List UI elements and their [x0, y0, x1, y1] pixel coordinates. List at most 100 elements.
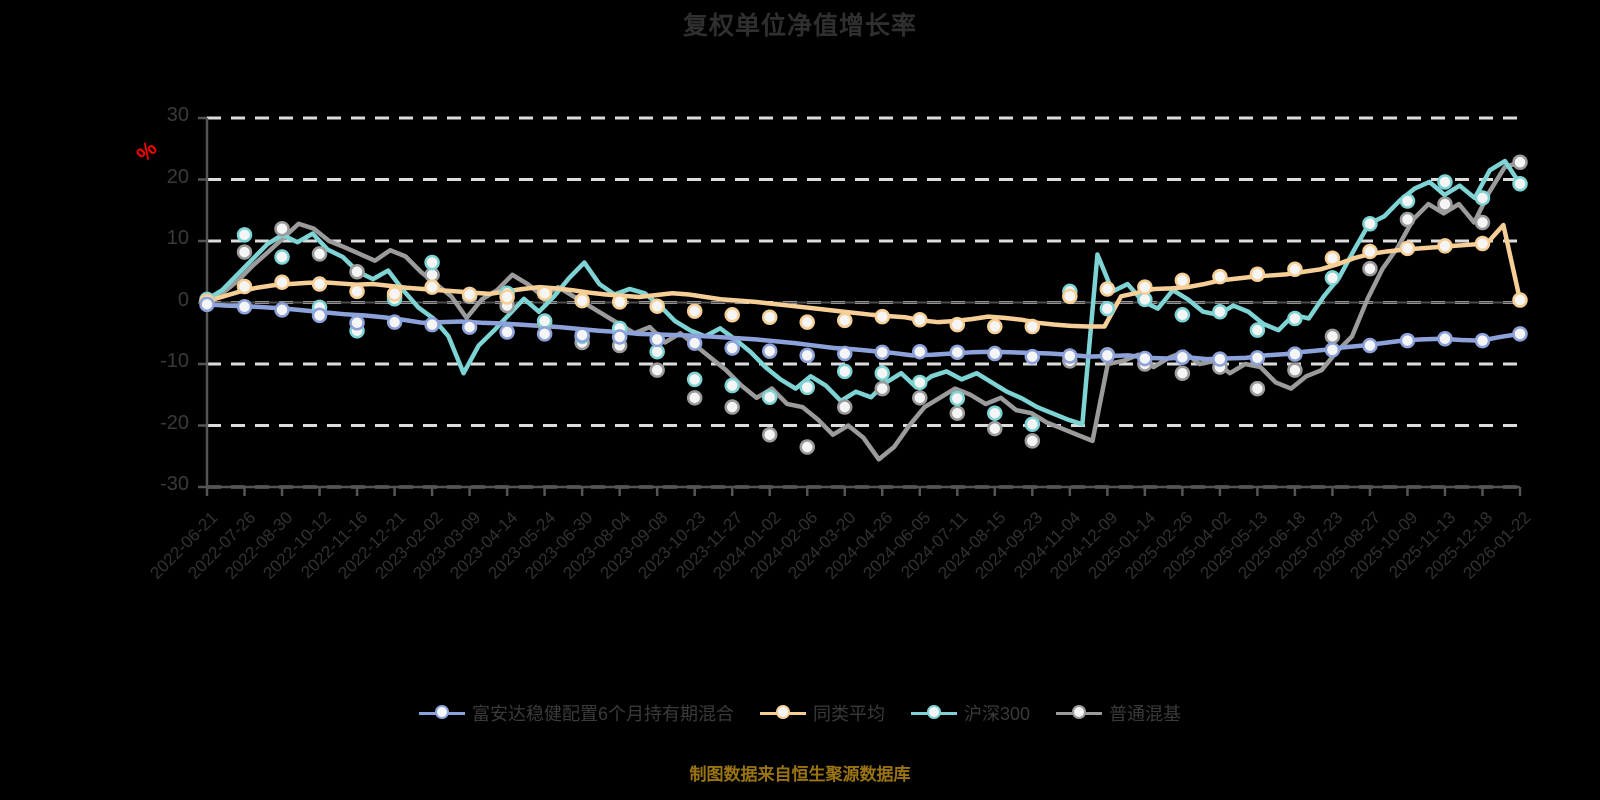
series-marker — [536, 285, 553, 302]
series-marker — [1249, 380, 1266, 397]
series-marker — [1399, 332, 1416, 349]
series-marker — [1437, 174, 1453, 190]
series-marker — [799, 439, 815, 455]
series-marker — [987, 405, 1003, 421]
legend-item-3[interactable]: 沪深300 — [910, 700, 1030, 726]
series-marker — [536, 313, 553, 329]
series-marker — [461, 319, 478, 335]
series-marker — [836, 345, 853, 362]
series-marker — [1137, 279, 1153, 295]
series-marker — [236, 299, 253, 315]
series-marker — [1512, 154, 1528, 171]
y-tick-label: -20 — [160, 411, 189, 434]
series-marker — [1399, 211, 1416, 228]
series-marker — [912, 311, 928, 328]
series-marker — [799, 314, 815, 330]
series-marker — [761, 389, 778, 405]
series-marker — [1174, 272, 1191, 289]
series-marker — [1362, 243, 1378, 260]
series-marker — [949, 344, 966, 361]
series-marker — [574, 327, 590, 343]
series-marker — [1362, 337, 1378, 354]
series-marker — [1099, 300, 1116, 317]
series-marker — [311, 307, 328, 324]
series-marker — [1399, 240, 1416, 257]
legend-item-1[interactable]: 富安达稳健配置6个月持有期混合 — [418, 700, 734, 726]
series-marker — [686, 335, 703, 351]
series-line — [204, 160, 1523, 462]
y-tick-label: 0 — [177, 288, 189, 311]
legend-label: 富安达稳健配置6个月持有期混合 — [471, 704, 734, 724]
series-marker — [1024, 416, 1041, 433]
series-marker — [686, 303, 703, 319]
series-marker — [499, 324, 515, 340]
chart-legend: 富安达稳健配置6个月持有期混合 同类平均 沪深300 普通混基 — [0, 700, 1600, 726]
legend-marker-icon — [1056, 702, 1103, 724]
series-marker — [649, 343, 665, 360]
series-marker — [1324, 250, 1341, 266]
y-tick-label: 10 — [166, 227, 189, 249]
series-marker — [912, 374, 928, 391]
series-marker — [1512, 292, 1528, 308]
series-marker — [1099, 347, 1116, 364]
series-marker — [649, 362, 665, 378]
series-marker — [724, 399, 740, 415]
legend-item-4[interactable]: 普通混基 — [1056, 700, 1181, 726]
series-marker — [386, 286, 403, 302]
series-marker — [311, 276, 328, 292]
series-marker — [1474, 235, 1491, 252]
series-marker — [424, 279, 440, 295]
series-marker — [1362, 216, 1378, 232]
page-title: 复权单位净值增长率 — [682, 12, 917, 40]
series-marker — [1287, 310, 1303, 327]
series-marker — [836, 363, 853, 380]
series-marker — [649, 298, 665, 314]
series-marker — [574, 292, 590, 309]
series-marker — [1287, 261, 1303, 278]
series-marker — [1024, 348, 1041, 365]
series-marker — [799, 347, 815, 364]
series-marker — [274, 274, 290, 290]
series-marker — [1437, 238, 1453, 254]
series-marker — [236, 227, 253, 243]
series-marker — [874, 308, 891, 325]
series-line — [204, 158, 1523, 427]
series-marker — [1174, 307, 1191, 323]
series-marker — [1062, 348, 1078, 364]
series-marker — [949, 390, 966, 407]
y-tick-label: 20 — [166, 165, 189, 188]
series-marker — [1512, 176, 1528, 192]
series-marker — [274, 302, 290, 318]
series-marker — [724, 377, 740, 394]
series-marker — [349, 264, 365, 280]
y-tick-label: -30 — [160, 473, 189, 495]
series-marker — [1399, 193, 1416, 209]
series-marker — [236, 278, 253, 295]
legend-marker-icon — [418, 702, 465, 724]
series-marker — [874, 380, 891, 397]
series-marker — [1249, 266, 1266, 282]
legend-item-2[interactable]: 同类平均 — [759, 700, 885, 726]
series-marker — [949, 405, 966, 421]
series-marker — [1362, 260, 1378, 277]
series-marker — [311, 246, 328, 262]
series-marker — [236, 244, 253, 260]
legend-marker-icon — [759, 702, 806, 724]
series-marker — [836, 399, 853, 415]
series-marker — [761, 343, 778, 359]
series-marker — [686, 390, 703, 406]
series-marker — [987, 420, 1003, 437]
series-marker — [1062, 288, 1078, 305]
series-marker — [611, 329, 628, 345]
series-marker — [761, 309, 778, 326]
series-marker — [836, 312, 853, 329]
series-marker — [1212, 268, 1228, 285]
series-marker — [461, 286, 478, 303]
series-marker — [912, 343, 928, 360]
legend-marker-icon — [910, 702, 957, 724]
series-marker — [1212, 303, 1228, 320]
series-marker — [1099, 281, 1116, 297]
series-marker — [199, 296, 215, 313]
